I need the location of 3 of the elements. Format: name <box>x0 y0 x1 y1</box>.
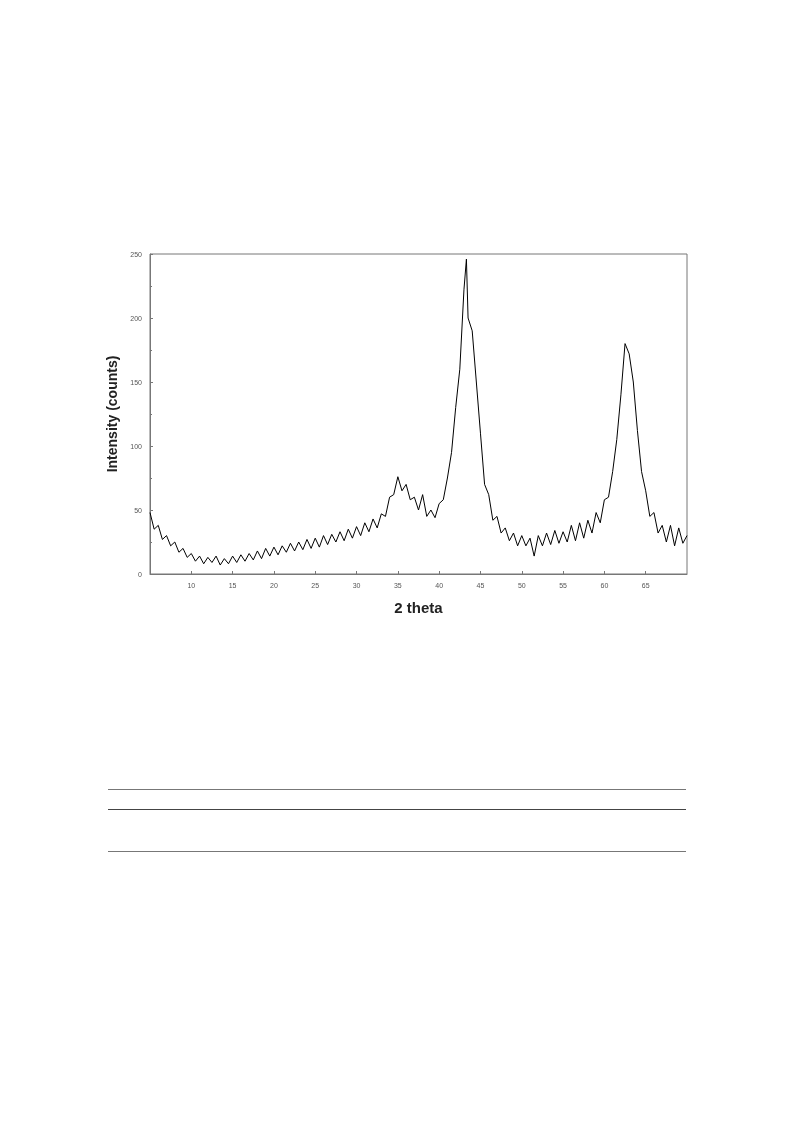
y-axis-title: Intensity (counts) <box>104 355 121 473</box>
line-series <box>149 258 688 566</box>
x-axis-title: 2 theta <box>394 599 444 616</box>
